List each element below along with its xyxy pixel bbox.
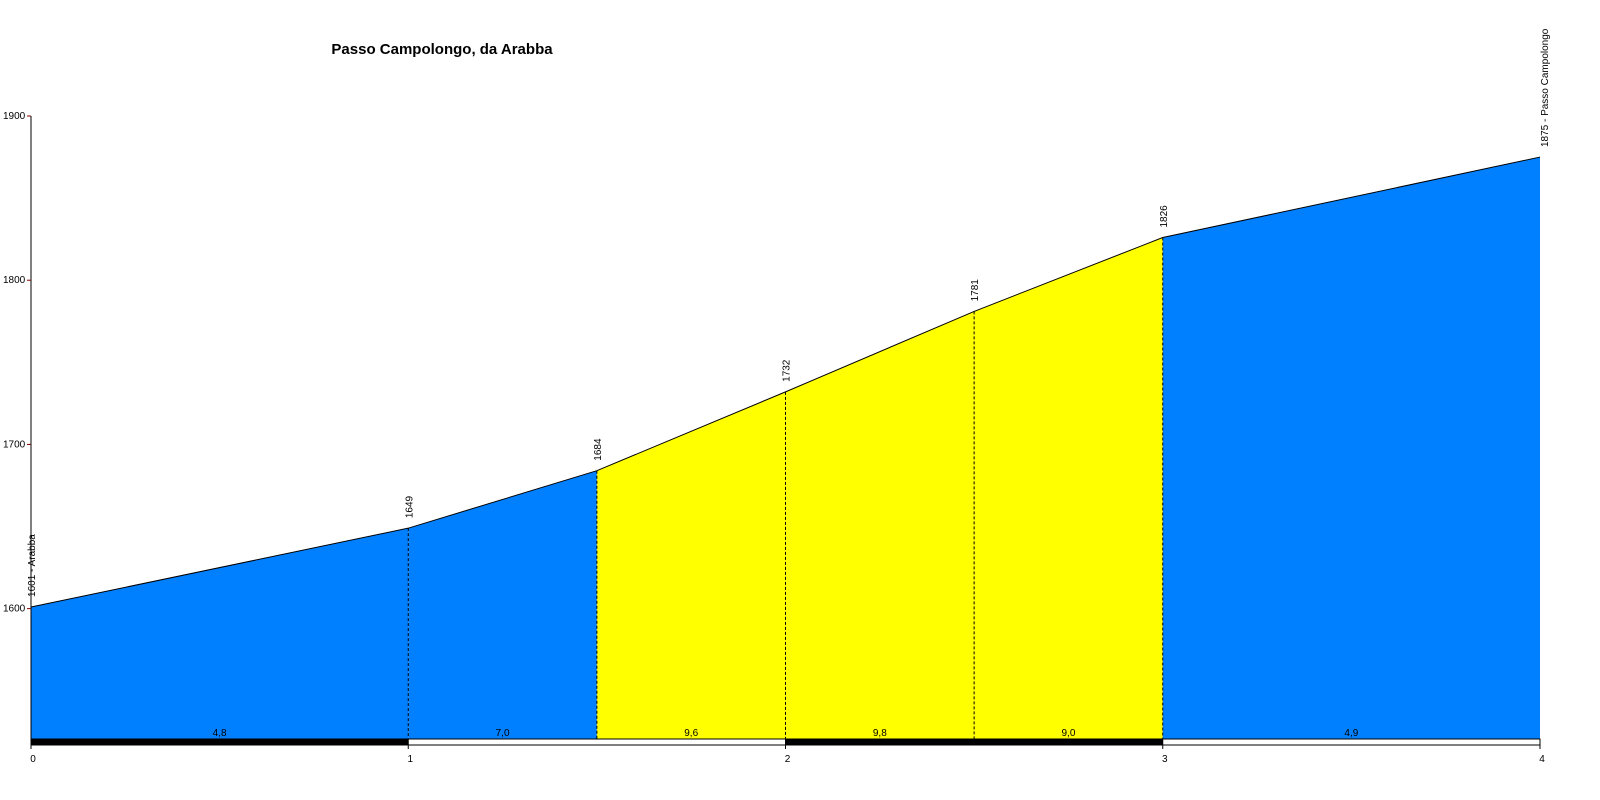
elevation-label: 1732 (782, 359, 793, 382)
profile-segment (596, 391, 786, 740)
gradient-label: 4,9 (1344, 728, 1358, 739)
km-bar (1162, 738, 1541, 746)
km-bar (30, 738, 409, 746)
gradient-label: 4,8 (213, 728, 227, 739)
x-tick-label: 3 (1162, 754, 1168, 765)
elevation-label: 1684 (593, 438, 604, 461)
profile-segment (974, 237, 1163, 740)
x-tick-label: 0 (30, 754, 36, 765)
profile-segment (31, 528, 409, 740)
elevation-label: 1875 - Passo Campolongo (1540, 28, 1551, 147)
elevation-label: 1826 (1159, 205, 1170, 228)
km-bar (785, 738, 1164, 746)
y-tick-label: 1600 (3, 604, 26, 615)
elevation-label: 1649 (404, 495, 415, 518)
y-tick-label: 1700 (3, 439, 26, 450)
profile-segment (1162, 157, 1540, 741)
gradient-label: 9,6 (684, 728, 698, 739)
gradient-label: 9,8 (873, 728, 887, 739)
profile-segment (408, 470, 597, 740)
km-bar (407, 738, 786, 746)
chart-title: Passo Campolongo, da Arabba (331, 41, 553, 58)
gradient-label: 7,0 (496, 728, 510, 739)
x-tick-label: 4 (1539, 754, 1545, 765)
y-tick-label: 1800 (3, 275, 26, 286)
x-tick-label: 1 (407, 754, 413, 765)
x-tick-label: 2 (785, 754, 791, 765)
elevation-label: 1601 - Arabba (27, 534, 38, 597)
elevation-label: 1781 (970, 279, 981, 302)
y-tick-label: 1900 (3, 111, 26, 122)
gradient-label: 9,0 (1061, 728, 1075, 739)
profile-segment (785, 311, 975, 740)
